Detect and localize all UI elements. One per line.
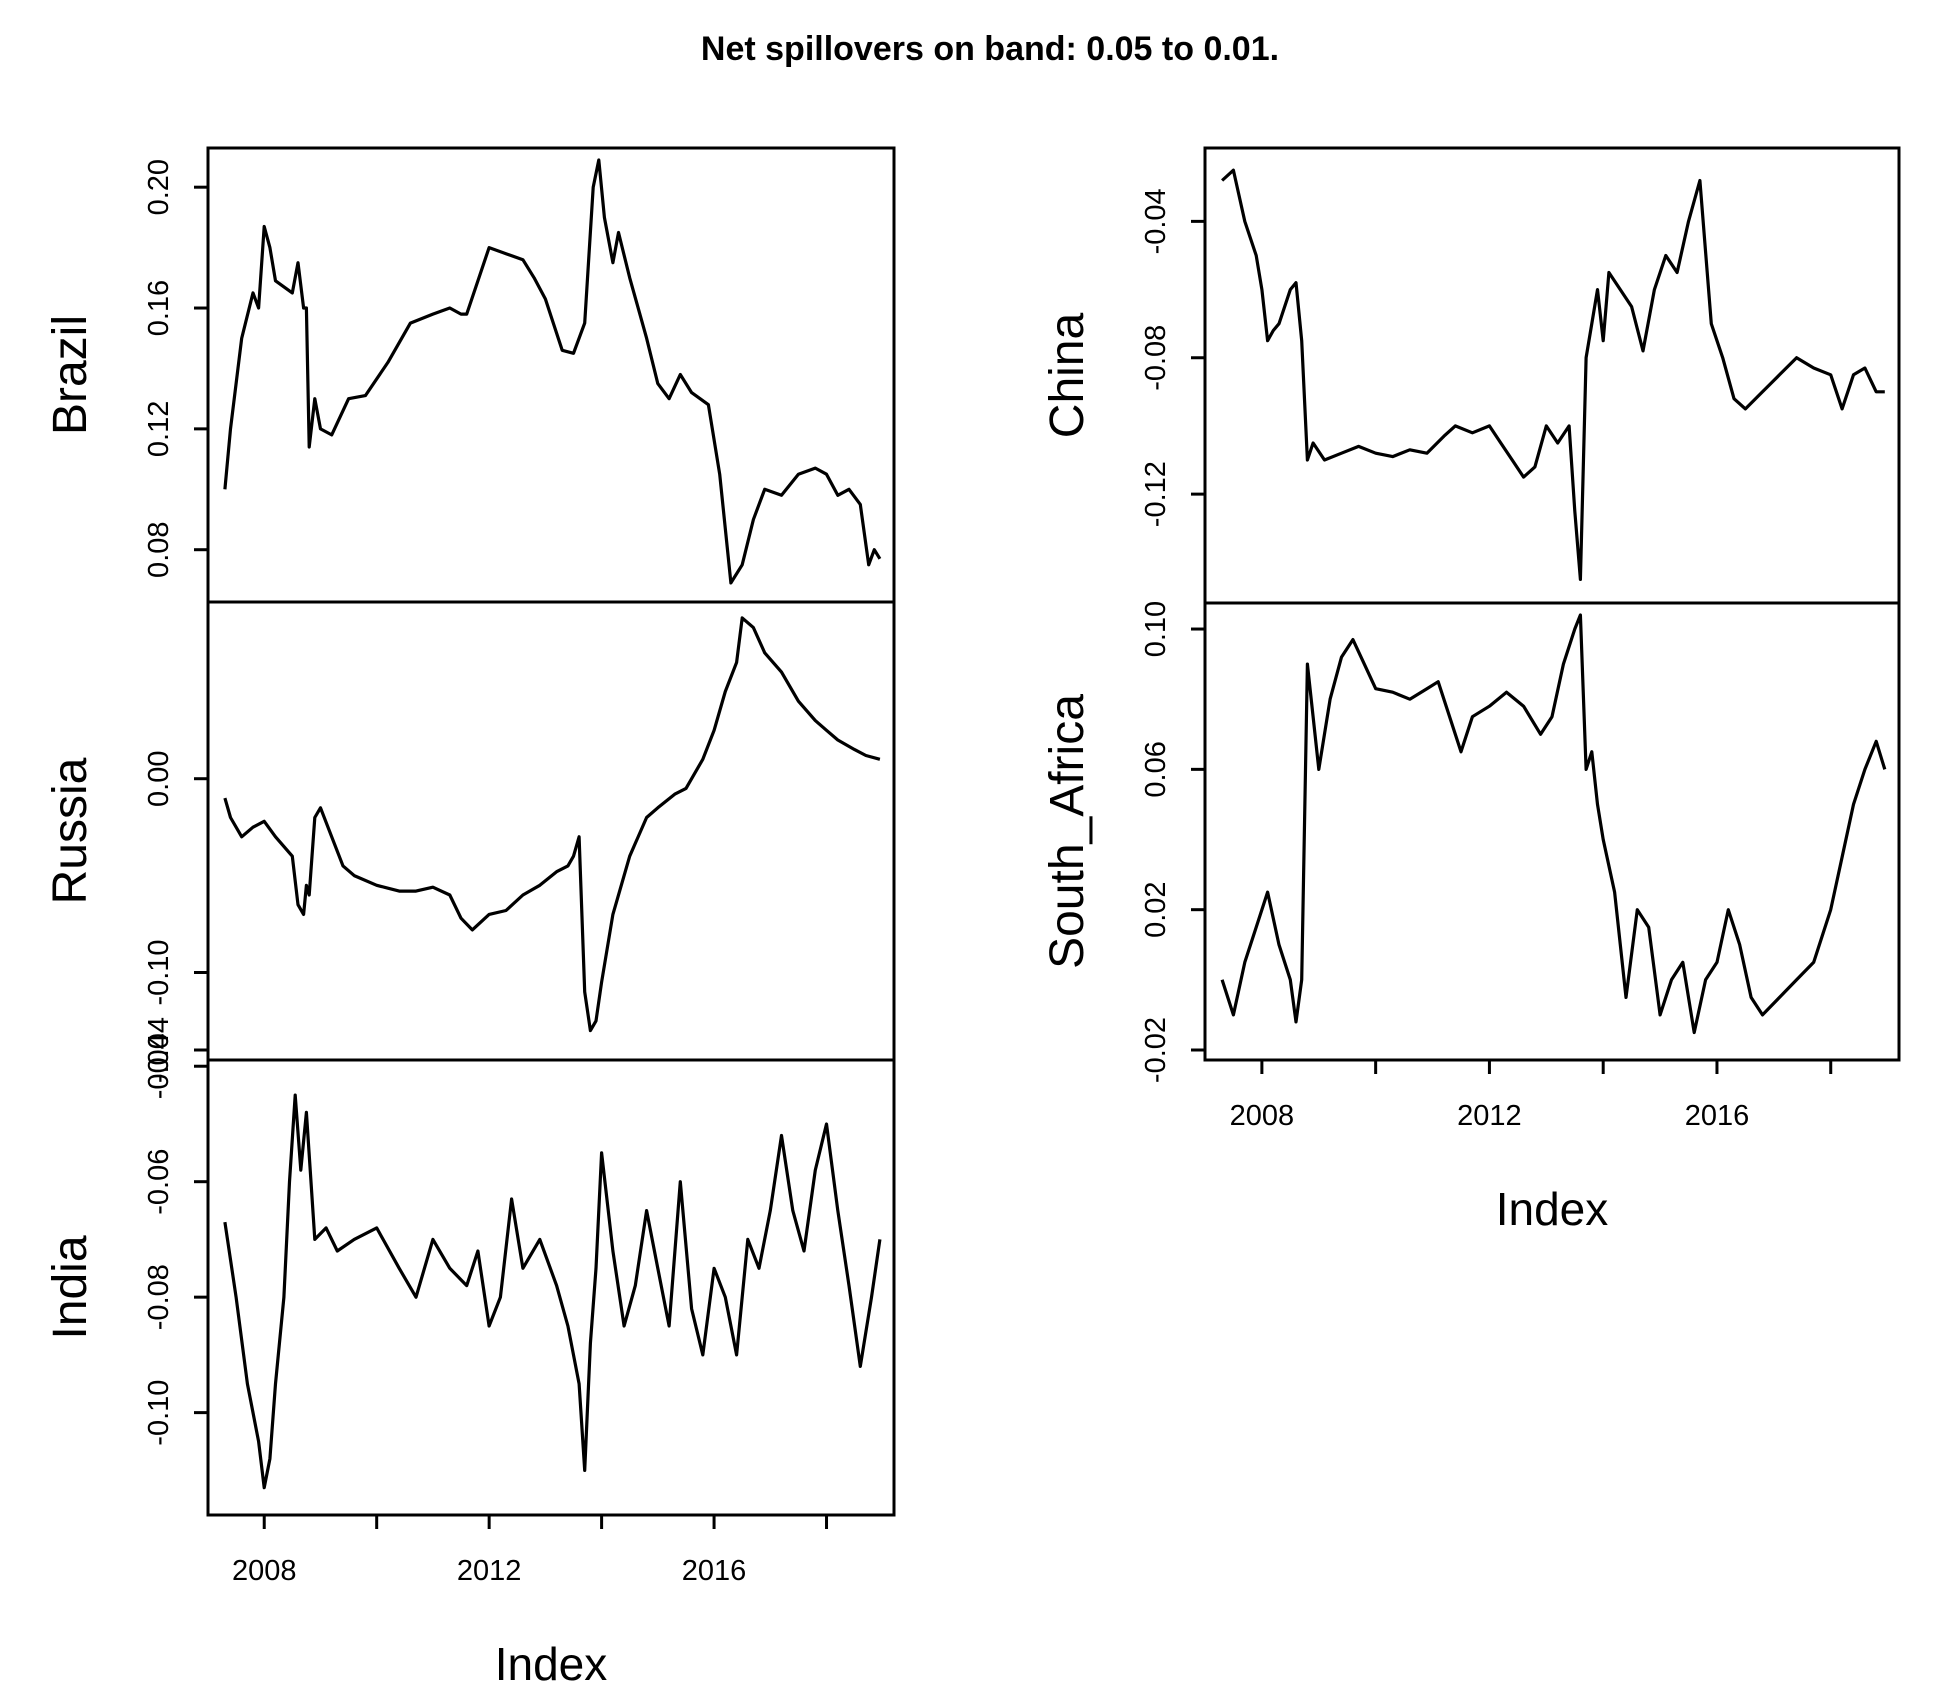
x-tick-label: 2016 (682, 1555, 747, 1587)
series-panel-china: -0.12 -0.08 -0.04 China (1041, 146, 1901, 605)
panel-right: -0.12 -0.08 -0.04 China -0.02 0.02 0.06 0.10 Sou… (1041, 146, 1901, 1235)
panel-frame (206, 1058, 896, 1517)
y-tick-label: 0.16 (143, 280, 175, 336)
series-line-india (223, 1093, 882, 1490)
series-label: China (1041, 312, 1094, 438)
series-line-brazil (223, 158, 882, 585)
y-tick-label: 0.20 (143, 159, 175, 215)
y-tick-label: -0.12 (1140, 461, 1172, 527)
y-tick-label: -0.08 (1140, 325, 1172, 391)
panel-frame (206, 600, 896, 1062)
panel-left: 0.08 0.12 0.16 0.20 Brazil -0.04 -0.10 0.00 Russ… (44, 146, 896, 1690)
series-label: Russia (44, 757, 97, 904)
x-tick-label: 2012 (457, 1555, 522, 1587)
y-tick-label: -0.08 (143, 1264, 175, 1330)
y-tick-label: -0.06 (143, 1149, 175, 1215)
x-axis-label: Index (1496, 1183, 1609, 1235)
x-tick-label: 2012 (1457, 1100, 1522, 1132)
x-tick-label: 2016 (1685, 1100, 1750, 1132)
y-tick-label: -0.04 (143, 1033, 175, 1099)
series-panel-india: -0.10 -0.08 -0.06 -0.04 India (44, 1033, 896, 1517)
y-tick-label: -0.10 (143, 1380, 175, 1446)
panel-frame (1203, 601, 1901, 1062)
x-tick-label: 2008 (232, 1555, 297, 1587)
y-tick-label: 0.06 (1140, 741, 1172, 797)
y-tick-label: -0.04 (1140, 188, 1172, 254)
series-line-china (1221, 168, 1885, 582)
x-tick-label: 2008 (1230, 1100, 1295, 1132)
series-panel-brazil: 0.08 0.12 0.16 0.20 Brazil (44, 146, 896, 604)
y-tick-label: -0.10 (143, 939, 175, 1005)
series-panel-russia: -0.04 -0.10 0.00 Russia (44, 600, 896, 1083)
y-tick-label: -0.02 (1140, 1017, 1172, 1083)
y-tick-label: 0.00 (143, 750, 175, 806)
series-line-south_africa (1220, 613, 1887, 1035)
panel-frame (206, 146, 896, 604)
series-label: Brazil (44, 315, 97, 435)
y-tick-label: 0.08 (143, 521, 175, 577)
series-label: India (44, 1235, 97, 1339)
y-tick-label: 0.12 (143, 401, 175, 457)
y-tick-label: 0.10 (1140, 601, 1172, 657)
y-tick-label: -0.04 (143, 1017, 175, 1083)
panels: 0.08 0.12 0.16 0.20 Brazil -0.04 -0.10 0.00 Russ… (44, 146, 1901, 1690)
y-tick-label: 0.02 (1140, 881, 1172, 937)
series-label: South_Africa (1041, 694, 1094, 969)
chart-title: Net spillovers on band: 0.05 to 0.01. (701, 30, 1279, 68)
series-panel-south_africa: -0.02 0.02 0.06 0.10 South_Africa (1041, 601, 1901, 1083)
x-axis-label: Index (495, 1638, 608, 1690)
series-line-russia (223, 616, 881, 1033)
panel-frame (1203, 146, 1901, 605)
